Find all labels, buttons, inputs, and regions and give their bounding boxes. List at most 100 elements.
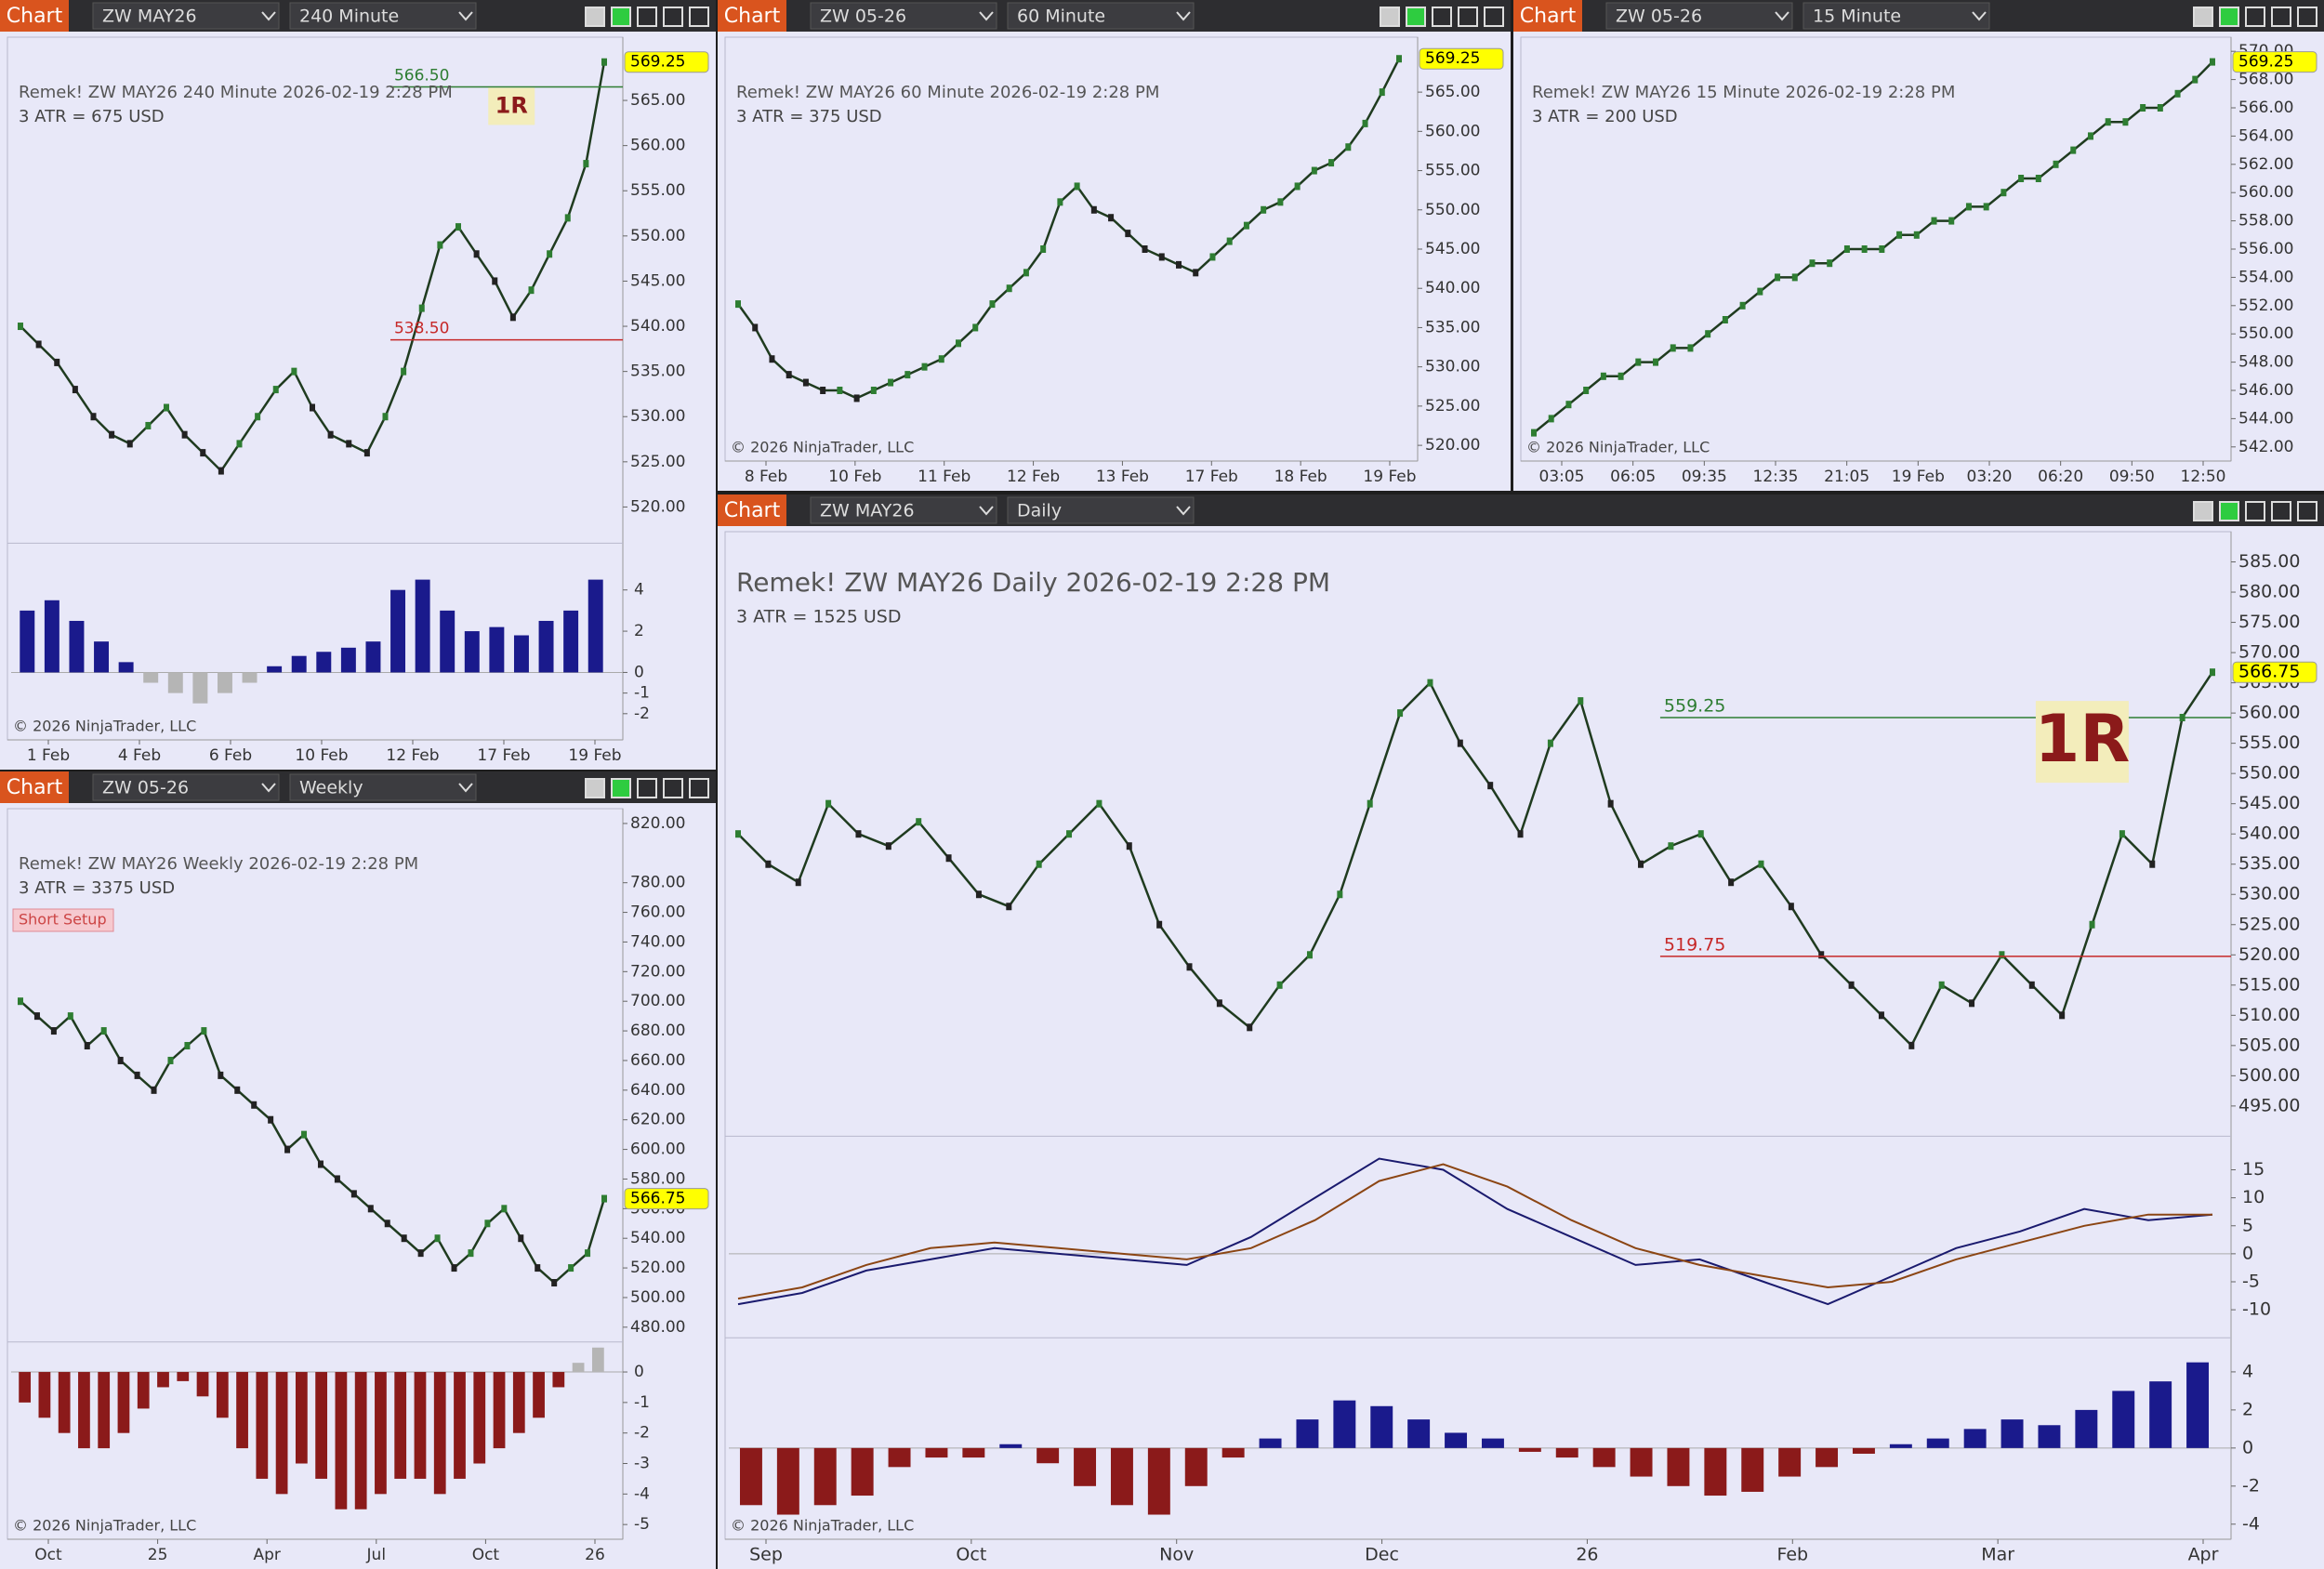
chart-header: Remek! ZW MAY26 Weekly 2026-02-19 2:28 P… (19, 854, 418, 874)
indicator-tick-label: -4 (2242, 1513, 2260, 1534)
dropdown-arrow (1176, 11, 1191, 21)
candle (1578, 697, 1584, 705)
candle (1879, 245, 1885, 253)
window-button[interactable] (2219, 501, 2239, 521)
candle (1311, 166, 1317, 175)
instrument-dropdown[interactable] (92, 2, 280, 30)
window-button[interactable] (2193, 7, 2213, 27)
window-button[interactable] (2297, 501, 2317, 521)
histogram-bar (340, 647, 356, 673)
price-tick-label: 820.00 (630, 814, 685, 833)
histogram-bar (414, 1372, 427, 1479)
time-label: Jul (366, 1546, 387, 1564)
window-button[interactable] (611, 7, 631, 27)
candle (509, 313, 516, 322)
window-button[interactable] (2245, 7, 2265, 27)
window-button[interactable] (689, 778, 709, 798)
interval-dropdown[interactable] (289, 773, 477, 801)
candle (1277, 198, 1284, 206)
dropdown-arrow (261, 783, 276, 793)
window-button[interactable] (1458, 7, 1478, 27)
candle (535, 1264, 541, 1272)
instrument-dropdown[interactable] (1605, 2, 1793, 30)
candle (181, 430, 188, 439)
chart-tab[interactable] (0, 0, 69, 32)
window-button[interactable] (585, 778, 605, 798)
window-button[interactable] (1432, 7, 1452, 27)
histogram-bar (813, 1447, 837, 1506)
indicator-tick-label: -5 (2242, 1271, 2260, 1291)
indicator-tick-label: 0 (2242, 1243, 2253, 1263)
window-button[interactable] (2219, 7, 2239, 27)
instrument-dropdown[interactable] (810, 496, 997, 524)
time-label: 12 Feb (386, 746, 439, 765)
histogram-bar (433, 1372, 446, 1495)
instrument-dropdown[interactable] (810, 2, 997, 30)
chart-tab[interactable] (718, 494, 786, 526)
price-tick-label: 520.00 (630, 497, 685, 516)
candle (1328, 159, 1335, 167)
window-button[interactable] (2297, 7, 2317, 27)
chart-window: Chart ZW MAY26 240 Minute 520.00 525.00 530.0… (0, 0, 716, 770)
candle (1294, 182, 1301, 191)
candle (84, 1042, 90, 1050)
histogram-bar (157, 1372, 169, 1388)
chart-tab[interactable] (718, 0, 786, 32)
candle (1125, 230, 1131, 238)
candle (1728, 878, 1735, 887)
histogram-bar (1852, 1447, 1875, 1454)
window-button[interactable] (689, 7, 709, 27)
window-button[interactable] (663, 7, 683, 27)
window-button[interactable] (1406, 7, 1426, 27)
candle (50, 1027, 57, 1035)
instrument-label: ZW 05-26 (102, 778, 189, 798)
window-button[interactable] (1380, 7, 1400, 27)
window-button[interactable] (2271, 7, 2291, 27)
interval-dropdown[interactable] (1007, 496, 1195, 524)
candle (1209, 253, 1216, 261)
chart-tab[interactable] (0, 771, 69, 803)
window-button[interactable] (663, 778, 683, 798)
window-button[interactable] (2193, 501, 2213, 521)
interval-dropdown[interactable] (1007, 2, 1195, 30)
price-tick-label: 560.00 (1425, 122, 1480, 140)
histogram-bar (316, 652, 332, 673)
chart-tab[interactable] (1513, 0, 1582, 32)
histogram-bar (2075, 1409, 2098, 1448)
window-button[interactable] (637, 7, 657, 27)
time-label: Apr (253, 1546, 280, 1564)
candle (456, 223, 461, 231)
histogram-bar (538, 620, 554, 673)
candle (1565, 401, 1572, 409)
interval-dropdown[interactable] (289, 2, 477, 30)
histogram-bar (2038, 1425, 2061, 1448)
candle (291, 367, 297, 376)
instrument-dropdown[interactable] (92, 773, 280, 801)
window-button[interactable] (637, 778, 657, 798)
price-tick-label: 530.00 (1425, 358, 1480, 376)
last-price-badge (624, 51, 709, 73)
histogram-bar (1889, 1444, 1912, 1448)
window-button[interactable] (2271, 501, 2291, 521)
candle (853, 394, 860, 402)
candle (820, 387, 826, 394)
window-button[interactable] (1484, 7, 1504, 27)
histogram-bar (137, 1372, 150, 1409)
candle (568, 1264, 574, 1272)
candle (1848, 981, 1855, 989)
candle (1668, 842, 1674, 850)
price-tick-label: 700.00 (630, 992, 685, 1010)
candle (1547, 739, 1553, 747)
candle (802, 378, 809, 387)
price-tick-label: 600.00 (630, 1140, 685, 1159)
window-button[interactable] (611, 778, 631, 798)
window-button[interactable] (585, 7, 605, 27)
interval-dropdown[interactable] (1802, 2, 1990, 30)
time-label: 17 Feb (1185, 468, 1238, 486)
window-button[interactable] (2245, 501, 2265, 521)
histogram-bar (354, 1372, 367, 1510)
candle (492, 277, 498, 285)
candle (825, 799, 832, 808)
indicator-tick-label: 4 (2242, 1361, 2253, 1381)
price-tick-label: 540.00 (630, 317, 685, 336)
